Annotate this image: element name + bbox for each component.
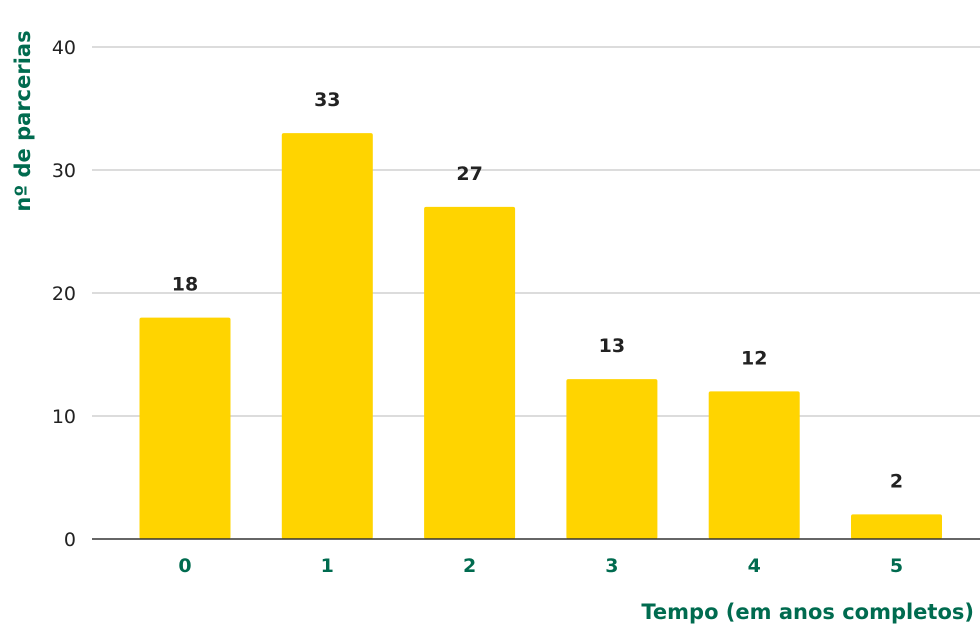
data-label: 13	[599, 335, 625, 357]
y-tick-label: 10	[52, 406, 76, 428]
bar	[851, 514, 942, 539]
x-axis-title: Tempo (em anos completos)	[641, 600, 974, 624]
bar	[281, 133, 373, 539]
y-tick-label: 20	[52, 283, 76, 305]
data-label: 12	[741, 347, 767, 369]
y-tick-label: 0	[64, 529, 76, 551]
x-axis-ticks: 0 1 2 3 4 5	[178, 555, 903, 577]
bar	[566, 379, 658, 539]
x-tick-label: 5	[890, 555, 903, 577]
y-axis-ticks: 0 10 20 30 40	[52, 37, 76, 551]
y-axis-title: nº de parcerias	[11, 30, 35, 211]
x-tick-label: 1	[321, 555, 334, 577]
bar	[139, 317, 231, 539]
bar	[424, 206, 516, 539]
x-tick-label: 4	[748, 555, 761, 577]
bar	[708, 391, 800, 539]
x-tick-label: 2	[463, 555, 476, 577]
x-tick-label: 0	[178, 555, 191, 577]
x-tick-label: 3	[605, 555, 618, 577]
data-labels: 18 33 27 13 12 2	[172, 89, 903, 492]
y-tick-label: 40	[52, 37, 76, 59]
data-label: 33	[314, 89, 340, 111]
data-label: 2	[890, 470, 903, 492]
data-label: 27	[456, 163, 482, 185]
bars	[139, 133, 942, 539]
y-tick-label: 30	[52, 160, 76, 182]
data-label: 18	[172, 274, 198, 296]
gridlines	[92, 46, 980, 417]
